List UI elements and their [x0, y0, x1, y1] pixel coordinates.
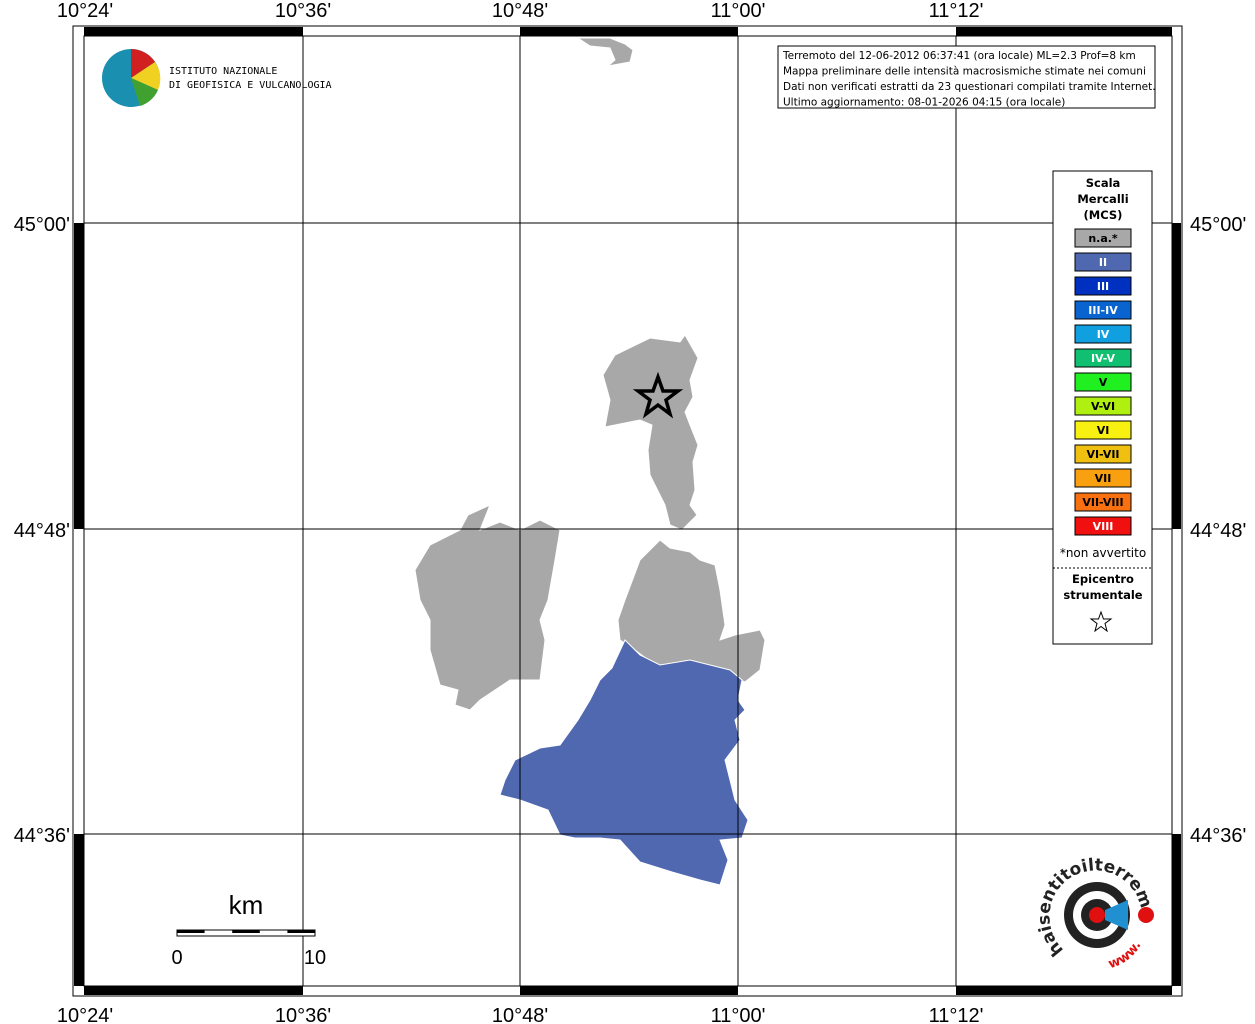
lat-label: 44°36' — [1190, 825, 1246, 847]
frame-segment — [84, 986, 303, 995]
scale-bar-seg — [177, 930, 205, 933]
legend-epicenter: strumentale — [1063, 588, 1142, 602]
logo-help — [1138, 907, 1154, 923]
legend-swatch — [1074, 372, 1132, 392]
frame-border — [74, 27, 1181, 995]
legend-epicenter: Epicentro — [1072, 572, 1134, 586]
legend-label: n.a.* — [1088, 232, 1118, 245]
info-line: Dati non verificati estratti da 23 quest… — [783, 81, 1156, 93]
legend-label: V-VI — [1091, 400, 1115, 413]
lat-label: 44°36' — [14, 825, 70, 847]
legend-swatch — [1074, 468, 1132, 488]
legend-label: IV-V — [1091, 352, 1116, 365]
legend-label: V — [1099, 376, 1108, 389]
logo-segment — [131, 78, 158, 106]
ingv-logo: ISTITUTO NAZIONALE DI GEOFISICA E VULCAN… — [102, 49, 332, 107]
lon-label: 10°36' — [275, 1005, 331, 1024]
info-line: Terremoto del 12-06-2012 06:37:41 (ora l… — [782, 50, 1136, 62]
logo-dot — [1089, 907, 1105, 923]
frame-segment — [74, 834, 84, 986]
legend-label: VIII — [1093, 520, 1114, 533]
legend-swatch — [1074, 444, 1132, 464]
legend-swatch — [1074, 324, 1132, 344]
lon-label: 11°12' — [929, 0, 984, 22]
info-line: Ultimo aggiornamento: 08-01-2026 04:15 (… — [783, 97, 1065, 109]
lat-label: 45°00' — [1190, 214, 1246, 236]
legend-footnote: *non avvertito — [1060, 546, 1146, 560]
lon-label: 10°24' — [57, 1005, 113, 1024]
legend-star — [1089, 610, 1113, 633]
legend-label: VI-VII — [1086, 448, 1119, 461]
legend-label: III-IV — [1088, 304, 1118, 317]
legend-title: (MCS) — [1084, 208, 1123, 222]
frame-segment — [956, 27, 1172, 36]
legend-swatch — [1074, 396, 1132, 416]
frame-segment — [74, 223, 84, 529]
info-line: Mappa preliminare delle intensità macros… — [783, 66, 1146, 78]
info-text: Terremoto del 12-06-2012 06:37:41 (ora l… — [782, 50, 1156, 109]
frame-segment — [1172, 223, 1181, 529]
lon-label: 11°12' — [929, 1005, 984, 1024]
legend: ScalaMercalli(MCS)n.a.*IIIIIIII-IVIVIV-V… — [1053, 176, 1152, 633]
logo-segment — [131, 62, 161, 90]
lat-label: 45°00' — [14, 214, 70, 236]
lon-label: 10°48' — [492, 1005, 548, 1024]
scale-bar-seg — [287, 930, 315, 933]
legend-label: III — [1097, 280, 1109, 293]
lon-label: 10°48' — [492, 0, 548, 22]
frame-segment — [84, 27, 303, 36]
legend-label: II — [1099, 256, 1107, 269]
scale-unit: km — [229, 890, 264, 920]
legend-swatch — [1074, 492, 1132, 512]
legend-swatch — [1074, 228, 1132, 248]
frame-segment — [520, 986, 738, 995]
scale-label: 0 — [171, 947, 182, 969]
legend-swatch — [1074, 348, 1132, 368]
graticule-labels: 10°24' 10°24' 10°36' 10°36' 10°48' 10°48' 11°0… — [14, 0, 1247, 1024]
lon-label: 10°24' — [57, 0, 113, 22]
regions — [414, 37, 766, 886]
lat-label: 44°48' — [14, 520, 70, 542]
lon-label: 10°36' — [275, 0, 331, 22]
logo-text: ISTITUTO NAZIONALE — [169, 66, 277, 77]
logo-segment — [131, 49, 155, 78]
lat-label: 44°48' — [1190, 520, 1246, 542]
legend-label: VI — [1097, 424, 1110, 437]
epicenter-star — [632, 371, 684, 419]
legend-label: VII-VIII — [1082, 496, 1123, 509]
frame-segment — [1172, 834, 1181, 986]
frame-segment — [956, 986, 1172, 995]
legend-label: VII — [1095, 472, 1112, 485]
frame-segment — [520, 27, 738, 36]
legend-swatch — [1074, 276, 1132, 296]
region — [602, 334, 699, 531]
region — [414, 504, 561, 711]
region — [499, 639, 749, 886]
lon-label: 11°00' — [711, 1005, 766, 1024]
legend-swatch — [1074, 252, 1132, 272]
legend-title: Mercalli — [1077, 192, 1128, 206]
region — [576, 37, 634, 67]
logo-text: DI GEOFISICA E VULCANOLOGIA — [169, 80, 332, 91]
lon-label: 11°00' — [711, 0, 766, 22]
legend-label: IV — [1097, 328, 1110, 341]
legend-swatch — [1074, 516, 1132, 536]
legend-swatch — [1074, 420, 1132, 440]
scale-label: 10 — [304, 947, 326, 969]
info-box — [777, 45, 1156, 109]
legend-title: Scala — [1086, 176, 1121, 190]
legend-swatch — [1074, 300, 1132, 320]
logo-beam — [1105, 900, 1128, 930]
scale-bar-seg — [232, 930, 260, 933]
graticule — [84, 36, 1172, 986]
